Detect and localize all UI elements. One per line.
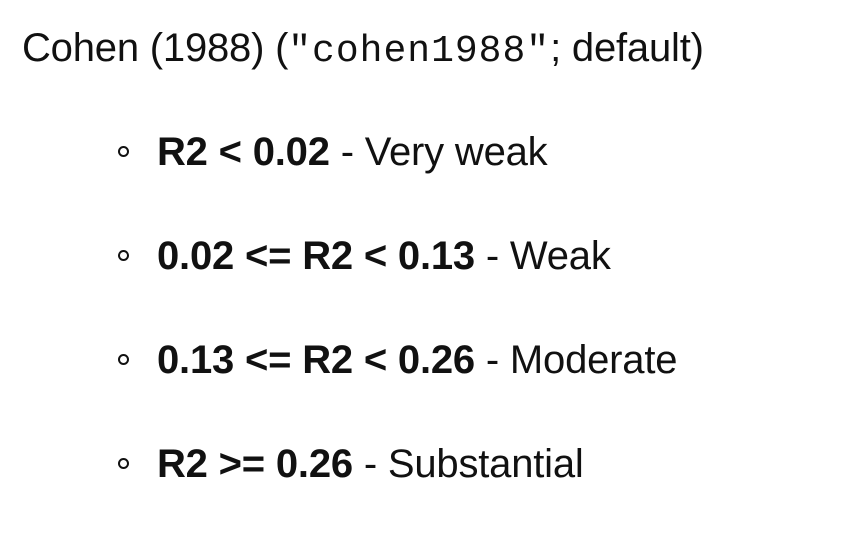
threshold-rule: 0.02 <= R2 < 0.13 (157, 234, 475, 278)
hollow-circle-bullet-icon (118, 145, 129, 157)
strength-label: - Substantial (352, 442, 584, 486)
list-item: R2 >= 0.26 - Substantial (118, 438, 584, 490)
threshold-rule: 0.13 <= R2 < 0.26 (157, 338, 475, 382)
strength-label: - Moderate (474, 338, 678, 382)
hollow-circle-bullet-icon (118, 457, 129, 469)
heading-line: Cohen (1988) ("cohen1988"; default) (22, 22, 704, 78)
hollow-circle-bullet-icon (118, 353, 129, 365)
heading-code: "cohen1988" (288, 30, 551, 73)
list-item: 0.02 <= R2 < 0.13 - Weak (118, 230, 611, 282)
strength-label: - Very weak (329, 130, 548, 174)
threshold-rule: R2 < 0.02 (157, 130, 330, 174)
threshold-rule: R2 >= 0.26 (157, 442, 353, 486)
list-item: 0.13 <= R2 < 0.26 - Moderate (118, 334, 678, 386)
hollow-circle-bullet-icon (118, 249, 129, 261)
strength-label: - Weak (474, 234, 611, 278)
list-item: R2 < 0.02 - Very weak (118, 126, 548, 178)
heading-prefix: Cohen (1988) ( (22, 26, 289, 70)
heading-suffix: ; default) (550, 26, 704, 70)
